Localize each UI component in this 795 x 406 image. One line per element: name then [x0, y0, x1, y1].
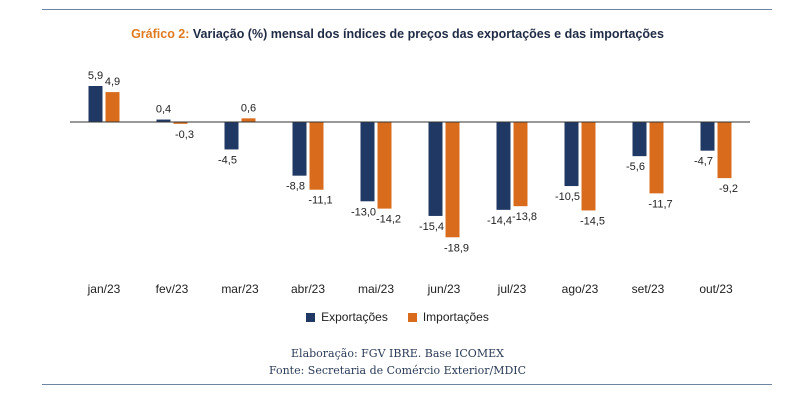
bar-exportacoes-mai-23	[360, 122, 375, 202]
bar-exportacoes-jun-23	[428, 122, 443, 216]
bar-exportacoes-jul-23	[496, 122, 511, 210]
x-tick-label-fev-23: fev/23	[156, 282, 189, 296]
data-label-importacoes-jul-23: -13,8	[512, 211, 537, 223]
x-tick-label-mar-23: mar/23	[221, 282, 259, 296]
bar-exportacoes-fev-23	[156, 119, 171, 122]
chart-title: Gráfico 2: Variação (%) mensal dos índic…	[0, 27, 795, 41]
data-label-exportacoes-set-23: -5,6	[626, 161, 645, 173]
bar-exportacoes-abr-23	[292, 122, 307, 176]
x-tick-label-abr-23: abr/23	[291, 282, 325, 296]
legend-swatch-importacoes	[407, 312, 417, 322]
data-label-importacoes-jun-23: -18,9	[444, 242, 469, 254]
data-label-importacoes-out-23: -9,2	[719, 183, 738, 195]
x-tick-label-jan-23: jan/23	[87, 282, 121, 296]
data-label-exportacoes-mar-23: -4,5	[218, 154, 237, 166]
x-tick-label-set-23: set/23	[632, 282, 665, 296]
chart-title-text: Variação (%) mensal dos índices de preço…	[192, 27, 664, 41]
data-label-importacoes-fev-23: -0,3	[175, 129, 194, 141]
bar-importacoes-abr-23	[309, 122, 324, 190]
data-label-exportacoes-ago-23: -10,5	[555, 191, 580, 203]
data-label-importacoes-set-23: -11,7	[648, 198, 672, 210]
bar-exportacoes-jan-23	[88, 86, 103, 122]
bar-importacoes-jan-23	[105, 92, 120, 122]
bar-importacoes-out-23	[717, 122, 732, 179]
data-label-exportacoes-jun-23: -15,4	[419, 221, 444, 233]
x-tick-label-ago-23: ago/23	[562, 282, 599, 296]
bar-chart: 5,94,9 jan/23 0,4 -0,3 fev/23 -4,5 0,6 mar/23 -8…	[70, 70, 750, 296]
data-label-exportacoes-abr-23: -8,8	[286, 181, 305, 193]
bar-importacoes-jul-23	[513, 122, 528, 207]
bar-importacoes-jun-23	[445, 122, 460, 238]
data-label-exportacoes-mai-23: -13,0	[351, 206, 376, 218]
bar-importacoes-mar-23	[241, 118, 256, 122]
data-label-exportacoes-fev-23: 0,4	[156, 104, 171, 116]
data-label-importacoes-jan-23: 4,9	[105, 76, 120, 88]
legend-label-exportacoes: Exportações	[321, 310, 388, 324]
top-rule	[42, 9, 772, 10]
legend-label-importacoes: Importações	[422, 310, 489, 324]
bar-importacoes-ago-23	[581, 122, 596, 211]
x-tick-label-jun-23: jun/23	[427, 282, 461, 296]
chart-legend: Exportações Importações	[0, 310, 795, 324]
bar-exportacoes-set-23	[632, 122, 647, 157]
bar-exportacoes-out-23	[700, 122, 715, 151]
bar-exportacoes-ago-23	[564, 122, 579, 187]
data-label-importacoes-mai-23: -14,2	[376, 214, 401, 226]
source-fonte: Fonte: Secretaria de Comércio Exterior/M…	[268, 364, 527, 377]
legend-swatch-exportacoes	[306, 312, 316, 322]
data-label-importacoes-mar-23: 0,6	[241, 102, 256, 114]
data-label-importacoes-ago-23: -14,5	[580, 215, 605, 227]
data-label-importacoes-abr-23: -11,1	[308, 195, 332, 207]
legend-item-importacoes: Importações	[407, 310, 489, 324]
bar-importacoes-set-23	[649, 122, 664, 194]
bottom-rule	[42, 384, 772, 385]
x-tick-label-out-23: out/23	[699, 282, 733, 296]
data-label-exportacoes-jan-23: 5,9	[88, 70, 103, 82]
source-elaboracao: Elaboração: FGV IBRE. Base ICOMEX	[291, 347, 504, 360]
legend-item-exportacoes: Exportações	[306, 310, 388, 324]
data-label-exportacoes-jul-23: -14,4	[487, 215, 512, 227]
x-tick-label-mai-23: mai/23	[358, 282, 394, 296]
bar-importacoes-fev-23	[173, 122, 188, 124]
data-label-exportacoes-out-23: -4,7	[694, 156, 713, 168]
x-tick-label-jul-23: jul/23	[497, 282, 527, 296]
bar-importacoes-mai-23	[377, 122, 392, 209]
source-note: Elaboração: FGV IBRE. Base ICOMEX Fonte:…	[0, 345, 795, 379]
bar-exportacoes-mar-23	[224, 122, 239, 150]
chart-title-prefix: Gráfico 2:	[131, 27, 190, 41]
